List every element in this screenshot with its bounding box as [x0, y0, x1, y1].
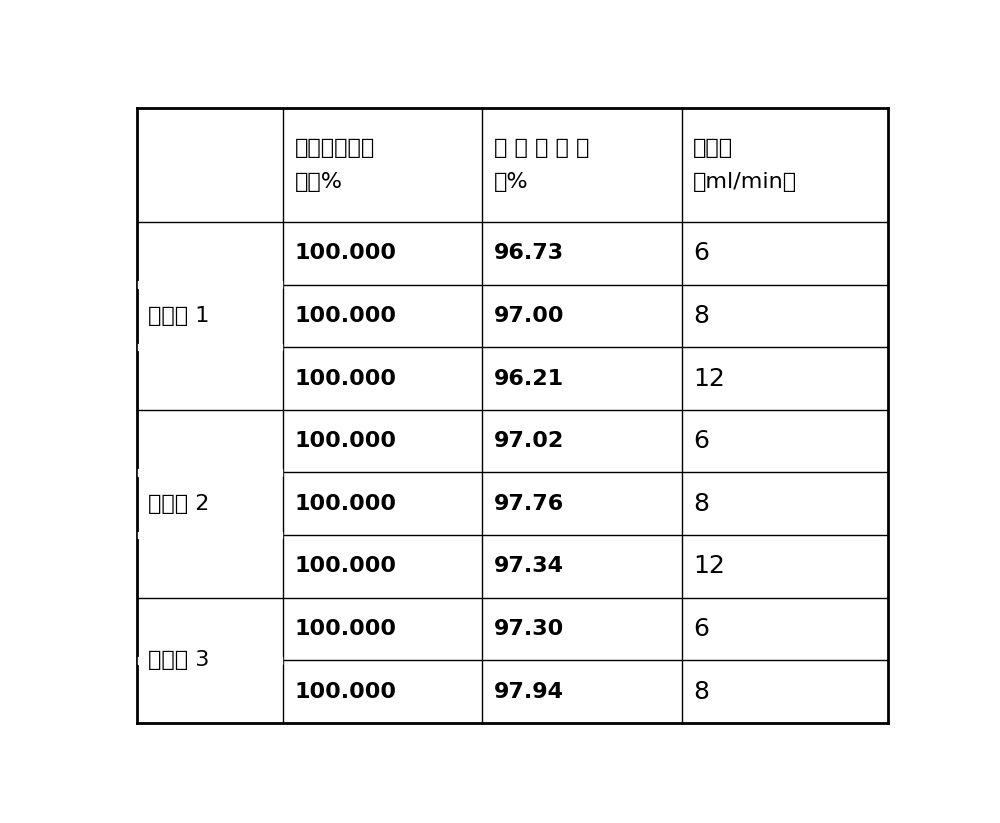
Text: 100.000: 100.000	[295, 369, 397, 388]
Text: 6: 6	[693, 617, 709, 641]
Text: 100.000: 100.000	[295, 494, 397, 514]
Text: 96.21: 96.21	[494, 369, 564, 388]
Text: 100.000: 100.000	[295, 681, 397, 702]
Bar	[138, 281, 282, 288]
Text: 96.73: 96.73	[494, 244, 564, 263]
Bar	[138, 658, 282, 663]
Bar	[138, 469, 282, 476]
Text: 性%: 性%	[494, 172, 529, 193]
Bar	[138, 344, 282, 351]
Text: 乙 二 醇 选 择: 乙 二 醇 选 择	[494, 138, 589, 158]
Text: 97.76: 97.76	[494, 494, 564, 514]
Text: 6: 6	[693, 241, 709, 265]
Text: 8: 8	[693, 492, 709, 516]
Text: 6: 6	[693, 429, 709, 453]
Text: 12: 12	[693, 366, 725, 391]
Text: 实施例 1: 实施例 1	[148, 306, 210, 326]
Text: 97.34: 97.34	[494, 556, 564, 576]
Text: 化率%: 化率%	[295, 172, 343, 193]
Text: 进料量: 进料量	[693, 138, 733, 158]
Text: 97.02: 97.02	[494, 431, 564, 451]
Text: 100.000: 100.000	[295, 431, 397, 451]
Text: 12: 12	[693, 555, 725, 579]
Text: 97.00: 97.00	[494, 306, 565, 326]
Text: 100.000: 100.000	[295, 244, 397, 263]
Text: 实施例 3: 实施例 3	[148, 650, 210, 671]
Text: 草酸二甲酯转: 草酸二甲酯转	[295, 138, 375, 158]
Text: 100.000: 100.000	[295, 556, 397, 576]
Text: 8: 8	[693, 304, 709, 328]
Text: 实施例 2: 实施例 2	[148, 494, 210, 514]
Text: 8: 8	[693, 680, 709, 704]
Text: 97.94: 97.94	[494, 681, 564, 702]
Text: （ml/min）: （ml/min）	[693, 172, 797, 193]
Text: 100.000: 100.000	[295, 619, 397, 639]
Bar	[138, 532, 282, 538]
Text: 100.000: 100.000	[295, 306, 397, 326]
Text: 97.30: 97.30	[494, 619, 564, 639]
